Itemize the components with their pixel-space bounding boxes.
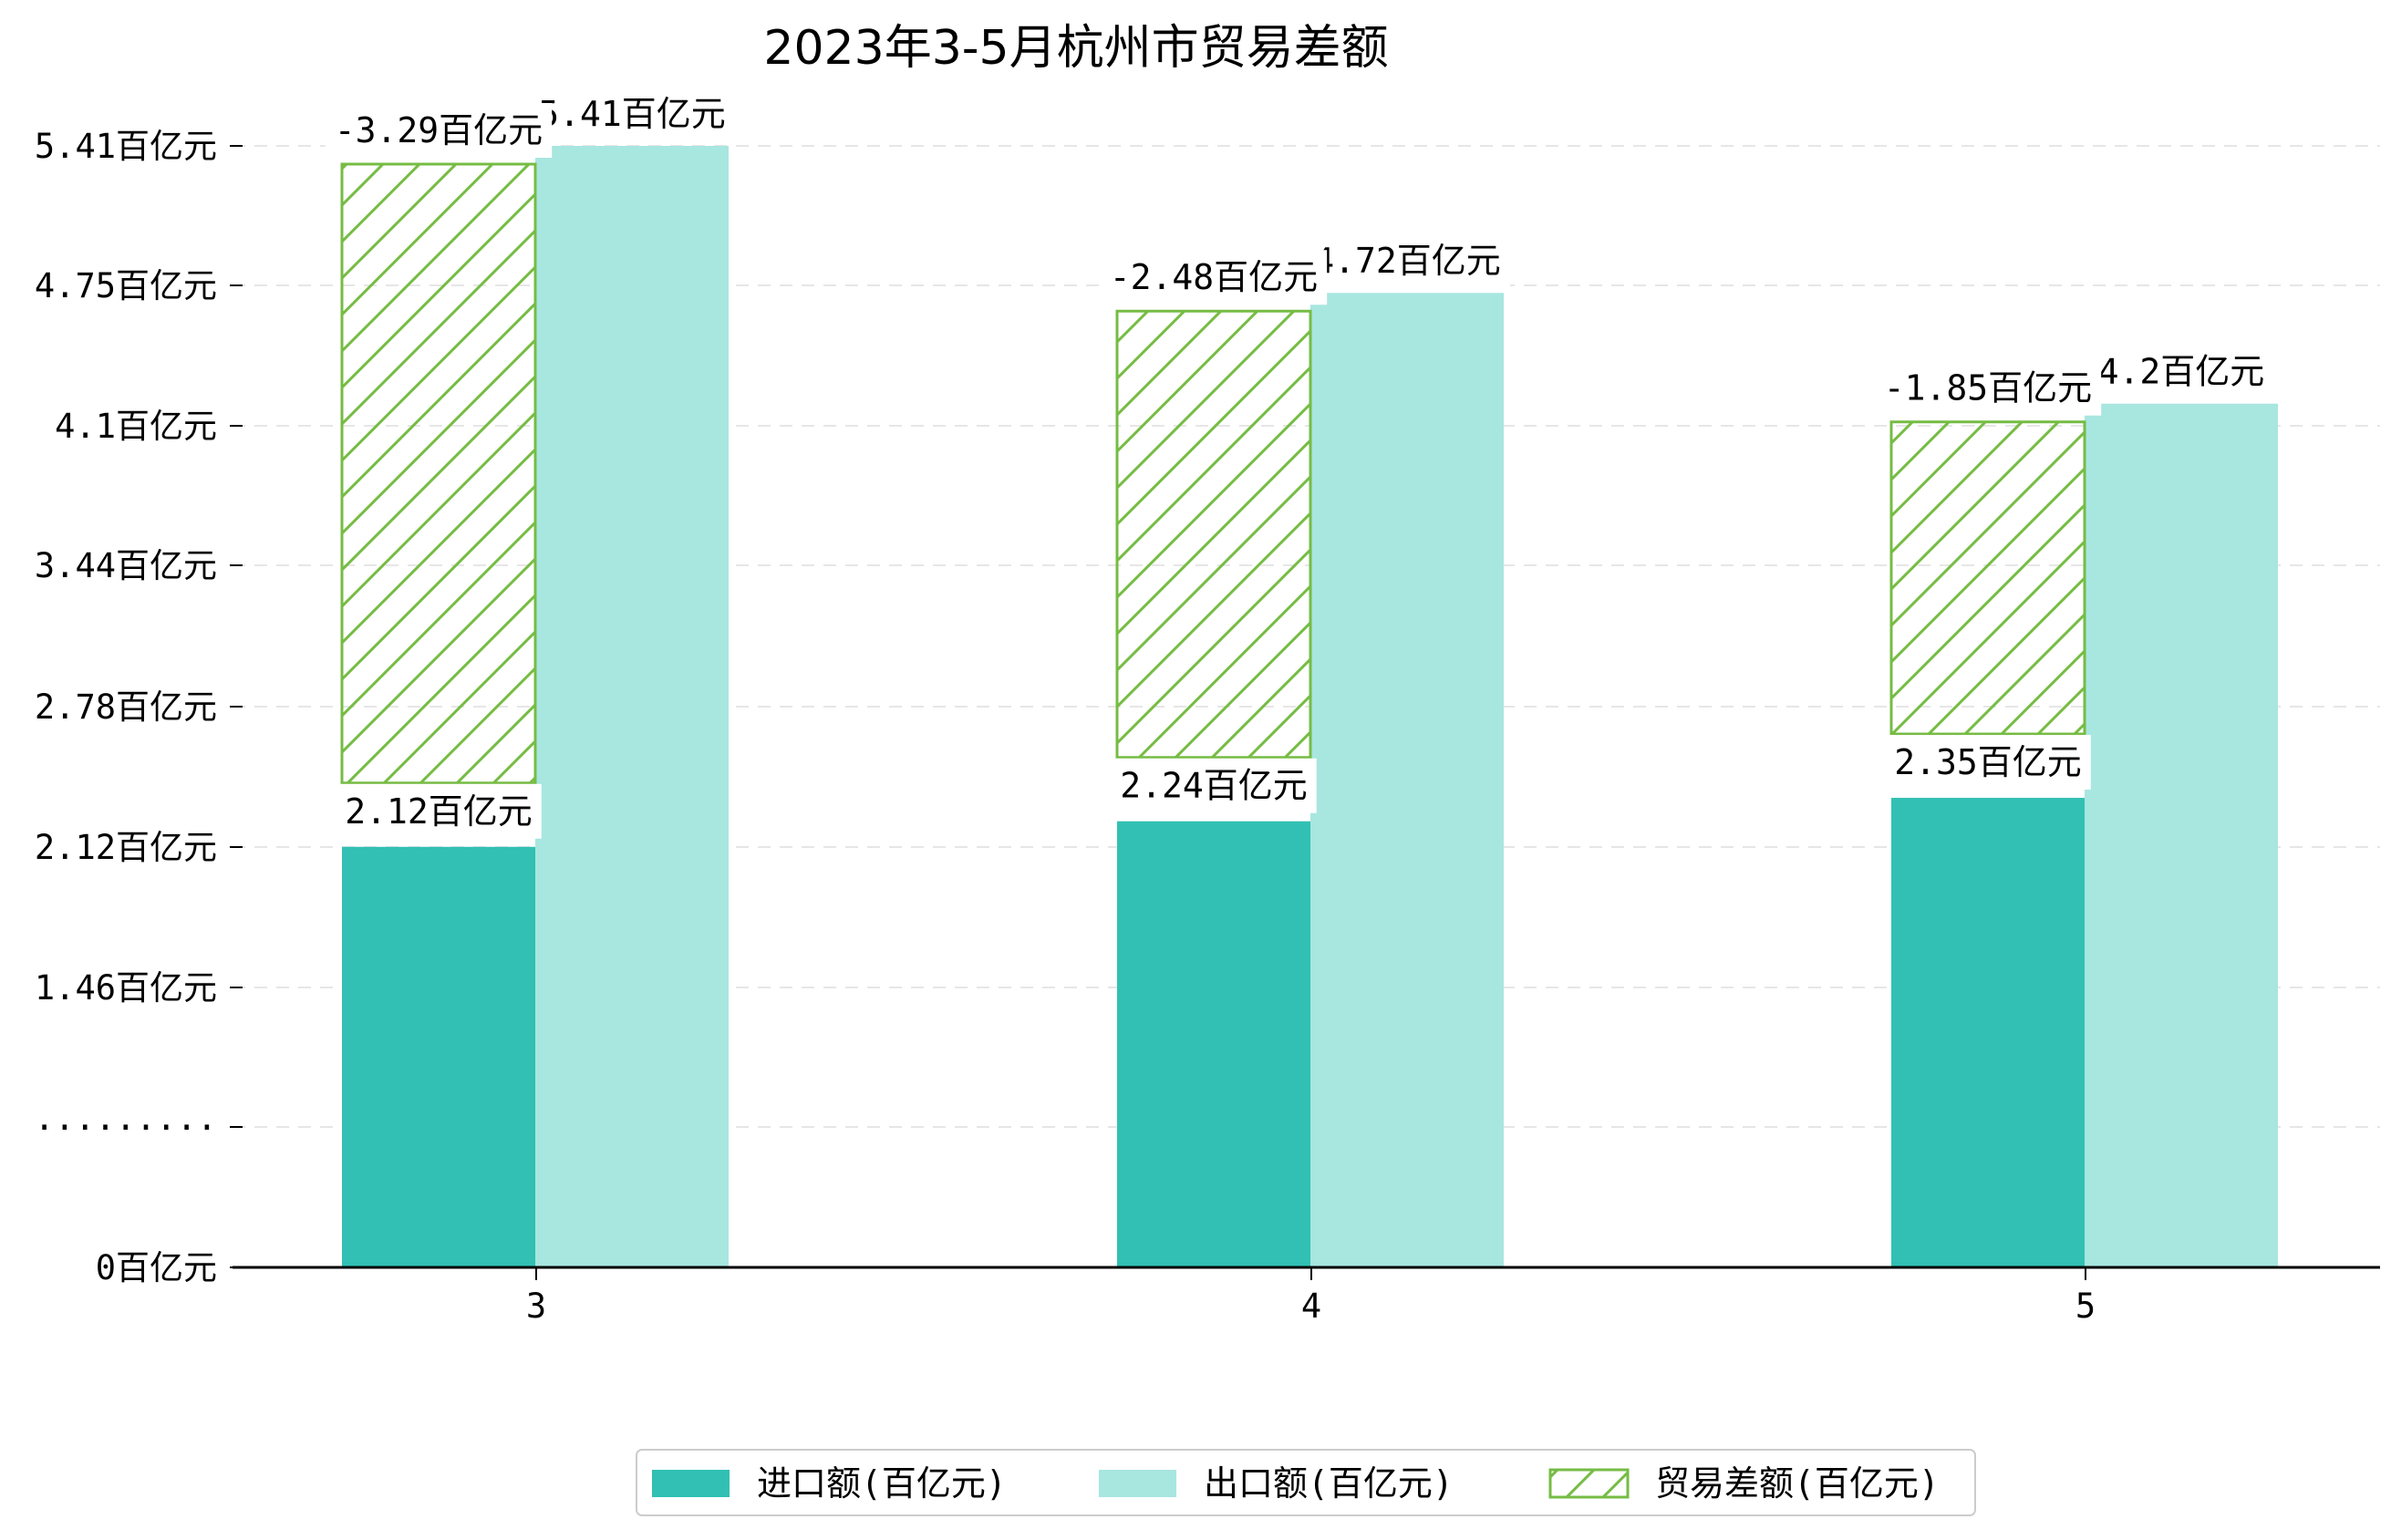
chart-title: 2023年3-5月杭州市贸易差额 [763,21,1388,76]
export-value-label: 4.72百亿元 [1313,241,1501,281]
export-value-label-bg [529,87,735,141]
x-tick-label: 4 [1301,1287,1321,1326]
import-value-label: 2.12百亿元 [345,791,533,832]
y-axis: 0百亿元 ········· 1.46百亿元 2.12百亿元 2.78百亿元 3.44百亿… [35,127,243,1287]
y-tick-label: ········· [35,1108,217,1147]
export-value-label-group: 5.41百亿元 [529,87,735,141]
balance-bar [340,162,537,785]
balance-bar [1889,420,2086,736]
balance-value-label-bg [325,103,553,158]
balance-value-label-bg [1874,360,2102,416]
import-value-label: 2.24百亿元 [1120,766,1308,806]
balance-value-label-group: -3.29百亿元 [325,103,553,158]
export-bar [2085,403,2278,1267]
import-value-label-group: 2.35百亿元 [1885,735,2091,791]
export-value-label-group: 4.2百亿元 [2088,344,2274,399]
balance-value-label-group: -2.48百亿元 [1100,250,1328,305]
balance-value-label: -3.29百亿元 [335,110,543,150]
y-tick-label: 2.78百亿元 [35,687,217,727]
x-tick-label: 3 [526,1287,546,1326]
import-value-label-group: 2.12百亿元 [336,783,542,839]
export-legend-label: 出口额(百亿元) [1204,1463,1454,1504]
balance-bar [1115,309,1312,760]
y-tick-label: 0百亿元 [96,1248,217,1287]
y-tick-label: 1.46百亿元 [35,968,217,1008]
export-value-label-bg [1304,233,1510,289]
balance-legend-label: 贸易差额(百亿元) [1655,1463,1940,1504]
y-tick-label: 4.1百亿元 [55,407,217,446]
legend-box [636,1449,1976,1516]
import-value-label-bg [1111,758,1317,813]
export-value-label: 5.41百亿元 [538,94,726,134]
export-legend-swatch [1099,1470,1176,1497]
import-legend-label: 进口额(百亿元) [757,1463,1007,1504]
import-value-label: 2.35百亿元 [1894,742,2082,782]
export-bar [535,146,729,1267]
legend: 进口额(百亿元) 出口额(百亿元) 贸易差额(百亿元) [636,1449,1976,1516]
export-value-label-group: 4.72百亿元 [1304,233,1510,289]
balance-legend-swatch [1548,1468,1630,1499]
export-bar [1310,293,1504,1267]
balance-value-label: -1.85百亿元 [1884,368,2092,408]
import-bar [342,846,535,1267]
bars-group [340,146,2278,1267]
x-axis: 3 4 5 [233,1266,2380,1326]
export-value-label-bg [2088,344,2274,399]
import-bar [1891,798,2085,1267]
balance-value-label-bg [1100,250,1328,305]
y-tick-label: 4.75百亿元 [35,266,217,305]
import-value-label-bg [1885,735,2091,791]
y-tick-label: 5.41百亿元 [35,127,217,166]
y-tick-label: 3.44百亿元 [35,546,217,585]
balance-value-label-group: -1.85百亿元 [1874,360,2102,416]
export-value-label: 4.2百亿元 [2098,352,2265,392]
x-tick-label: 5 [2075,1287,2096,1326]
balance-value-label: -2.48百亿元 [1110,257,1318,297]
import-value-label-bg [336,783,542,839]
y-tick-label: 2.12百亿元 [35,828,217,867]
data-labels: 5.41百亿元-3.29百亿元 2.12百亿元 4.72百亿元-2.48百亿元 2.2… [325,87,2274,839]
import-legend-swatch [652,1470,730,1497]
import-value-label-group: 2.24百亿元 [1111,758,1317,813]
import-bar [1117,821,1310,1267]
